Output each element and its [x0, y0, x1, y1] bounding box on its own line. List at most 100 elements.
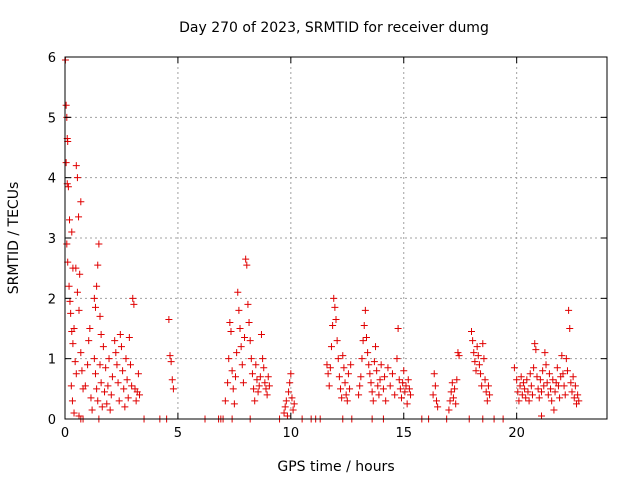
data-point: [558, 352, 566, 360]
data-point: [116, 331, 124, 339]
data-point: [471, 358, 479, 366]
data-point: [364, 349, 372, 357]
data-point: [264, 373, 272, 381]
data-point: [561, 391, 569, 399]
data-point: [235, 306, 243, 314]
data-point: [473, 343, 481, 351]
data-point: [78, 367, 86, 375]
data-point: [382, 397, 390, 405]
data-point: [551, 388, 559, 396]
data-point: [569, 373, 577, 381]
data-point: [539, 367, 547, 375]
data-point: [448, 379, 456, 387]
data-point: [360, 321, 368, 329]
data-point: [359, 337, 367, 345]
data-point: [84, 361, 92, 369]
x-tick-label: 5: [174, 426, 182, 441]
data-point: [85, 337, 93, 345]
data-point: [224, 379, 232, 387]
data-point: [168, 376, 176, 384]
data-point: [361, 306, 369, 314]
data-point: [556, 394, 564, 402]
data-point: [257, 331, 265, 339]
points-layer: [61, 56, 583, 423]
data-point: [399, 379, 407, 387]
data-point: [538, 388, 546, 396]
data-point: [394, 325, 402, 332]
data-point: [130, 300, 138, 308]
data-point: [339, 352, 347, 360]
data-point: [395, 376, 403, 384]
data-point: [93, 385, 101, 393]
data-point: [98, 403, 106, 411]
data-point: [453, 376, 461, 384]
data-point: [432, 397, 440, 405]
data-point: [431, 382, 439, 390]
data-point: [452, 400, 460, 408]
data-point: [445, 406, 453, 414]
data-point: [369, 397, 377, 405]
data-point: [386, 382, 394, 390]
data-point: [96, 312, 104, 320]
data-point: [541, 349, 549, 357]
y-tick-label: 5: [48, 111, 56, 126]
data-point: [289, 406, 297, 414]
data-point: [126, 361, 134, 369]
data-point: [454, 349, 462, 357]
data-point: [548, 397, 556, 405]
data-point: [91, 370, 99, 378]
data-point: [407, 391, 415, 399]
data-point: [128, 382, 136, 390]
data-point: [341, 379, 349, 387]
data-point: [566, 325, 574, 332]
y-tick-label: 1: [48, 353, 56, 368]
data-point: [67, 382, 75, 390]
data-point: [400, 367, 408, 375]
data-point: [221, 397, 229, 405]
data-point: [75, 306, 83, 314]
data-point: [87, 394, 95, 402]
data-point: [429, 391, 437, 399]
data-point: [120, 385, 128, 393]
data-point: [403, 400, 411, 408]
data-point: [326, 364, 334, 372]
data-point: [481, 376, 489, 384]
y-tick-label: 0: [48, 413, 56, 428]
data-point: [233, 349, 241, 357]
data-point: [484, 382, 492, 390]
data-point: [62, 159, 70, 167]
x-tick-label: 15: [395, 426, 412, 441]
data-point: [533, 373, 541, 381]
data-point: [560, 382, 568, 390]
data-point: [251, 397, 259, 405]
data-point: [290, 400, 298, 408]
data-point: [362, 334, 370, 342]
data-point: [115, 397, 123, 405]
data-point: [66, 216, 74, 224]
data-point: [228, 367, 236, 375]
data-point: [245, 318, 253, 326]
data-point: [486, 391, 494, 399]
data-point: [521, 385, 529, 393]
data-point: [239, 379, 247, 387]
data-point: [283, 412, 291, 420]
data-point: [67, 309, 75, 317]
data-point: [288, 394, 296, 402]
data-point: [248, 370, 256, 378]
data-point: [522, 394, 530, 402]
data-point: [169, 385, 177, 393]
data-point: [468, 328, 475, 336]
data-point: [99, 343, 107, 351]
data-point: [405, 385, 413, 393]
data-point: [430, 370, 438, 378]
data-point: [65, 282, 73, 290]
data-point: [246, 337, 254, 345]
data-point: [475, 361, 483, 369]
data-point: [451, 385, 459, 393]
data-point: [393, 355, 401, 363]
data-point: [519, 379, 527, 387]
data-point: [94, 261, 102, 269]
data-point: [236, 325, 244, 332]
x-tick-label: 0: [61, 426, 69, 441]
